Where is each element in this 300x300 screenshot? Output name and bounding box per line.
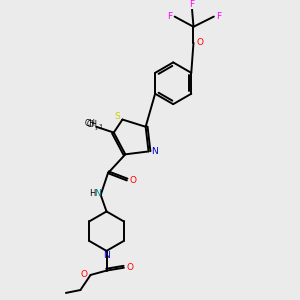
Text: H: H [89,189,96,198]
Text: CH: CH [85,119,95,128]
Text: 3: 3 [98,124,102,129]
Text: CH: CH [86,120,98,129]
Text: N: N [94,189,101,198]
Text: N: N [152,147,158,156]
Text: F: F [190,0,195,9]
Text: O: O [130,176,137,185]
Text: O: O [196,38,203,47]
Text: F: F [216,12,222,21]
Text: O: O [127,263,134,272]
Text: F: F [167,12,172,21]
Text: S: S [114,112,120,121]
Text: N: N [103,251,110,260]
Text: ₃: ₃ [94,126,97,131]
Text: O: O [81,270,88,279]
